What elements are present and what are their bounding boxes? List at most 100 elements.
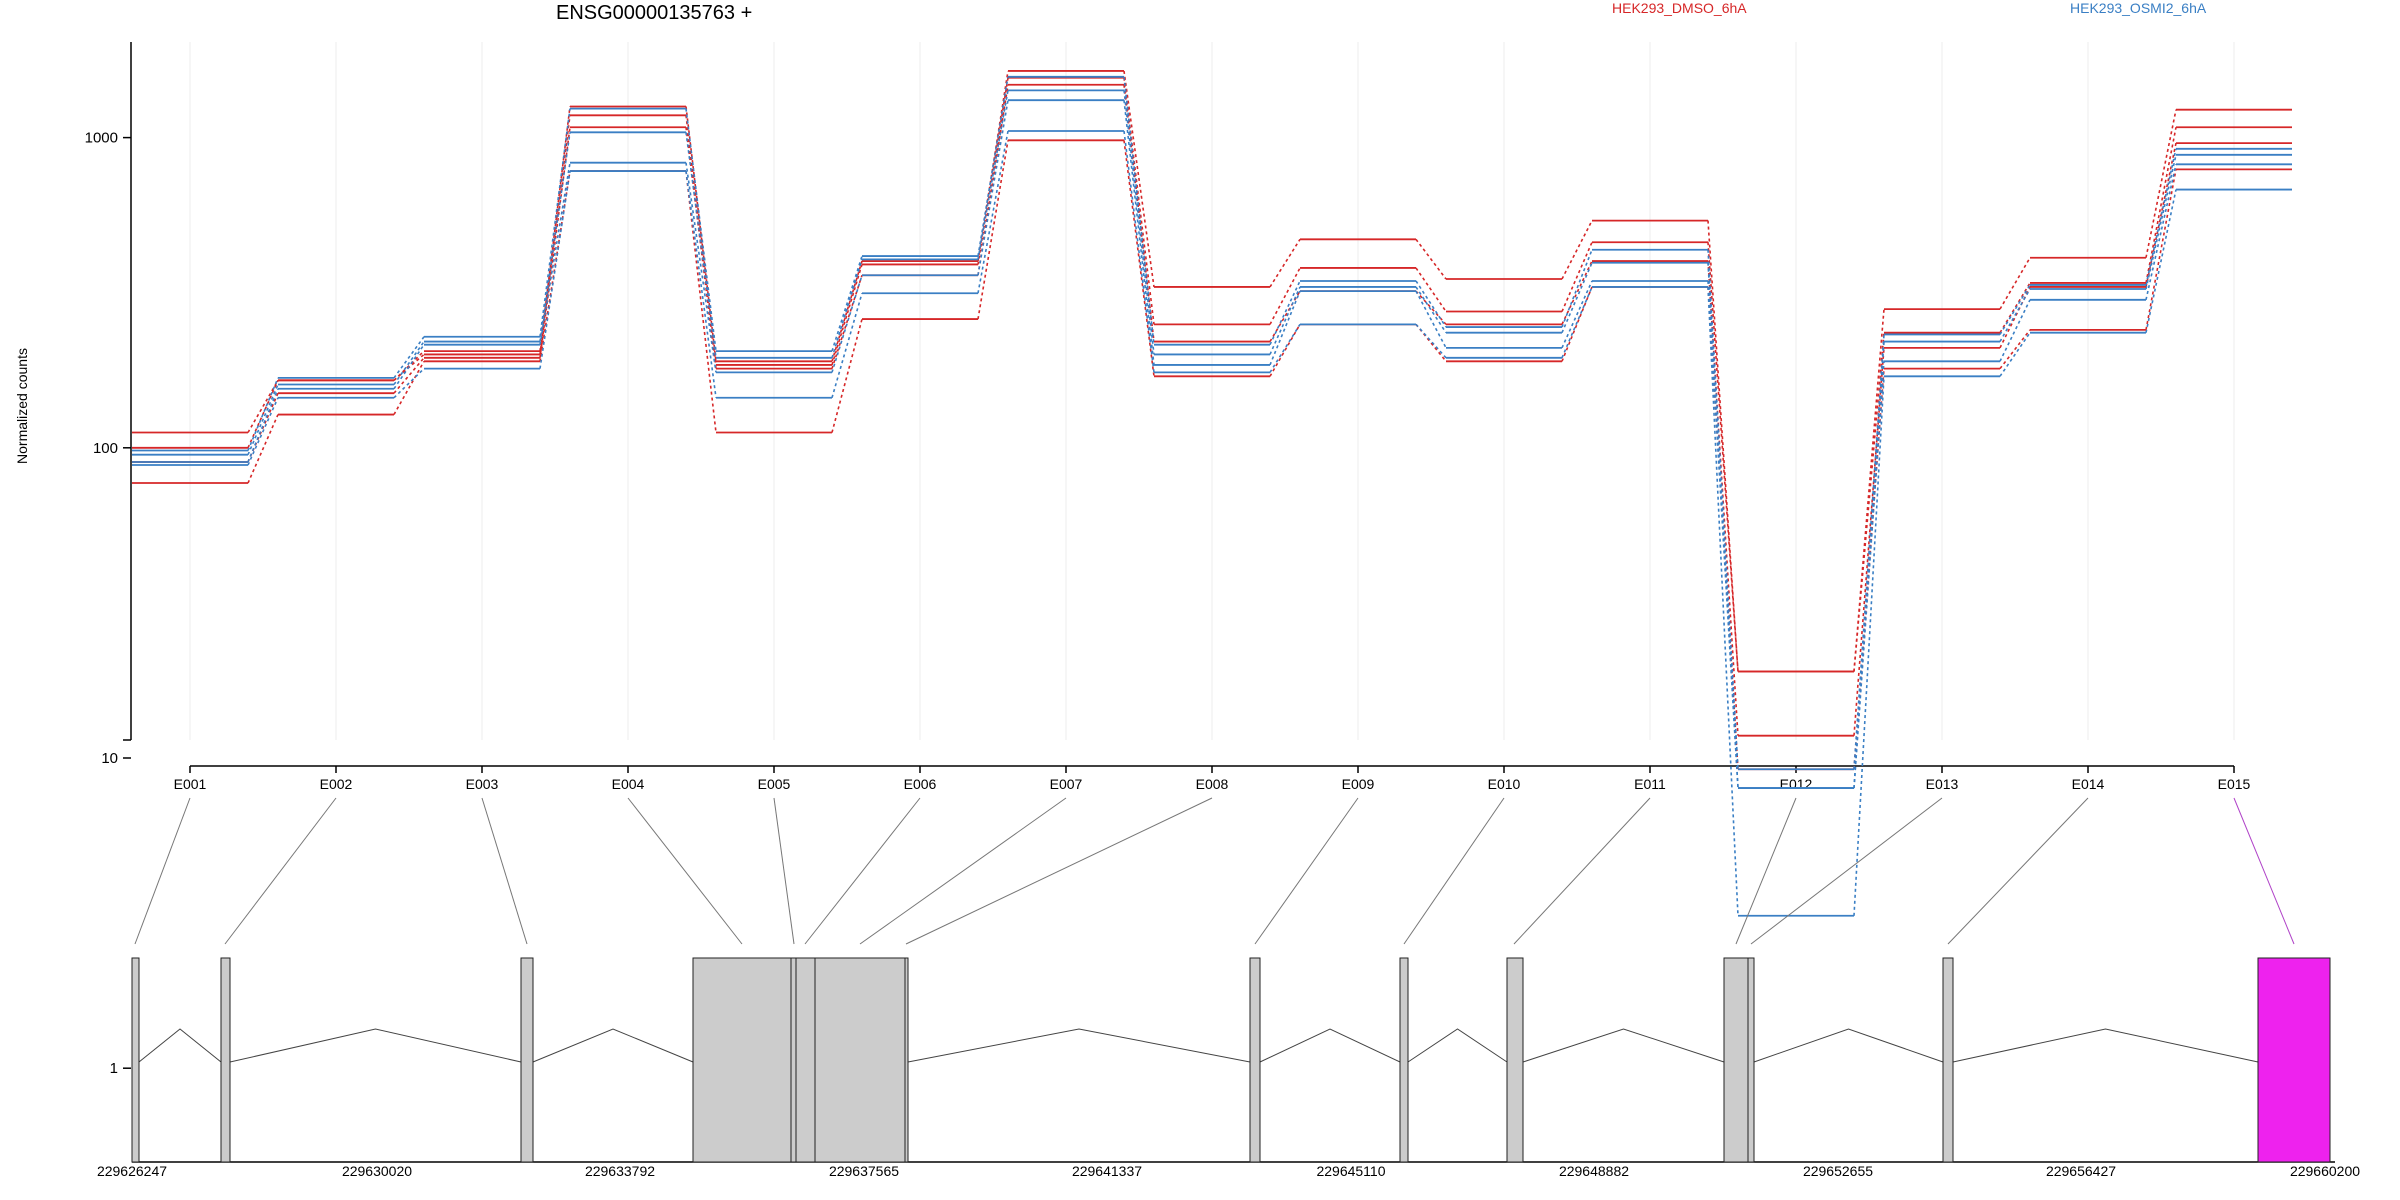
intron-line [532,1028,694,1063]
series-connector [977,140,1009,320]
series-connector [247,397,279,466]
exon-block [1249,957,1261,1163]
series-connector [1707,286,1739,916]
series-connector [2145,154,2177,290]
series-connector [1853,347,1885,736]
series-connector [1561,286,1593,359]
intron-line [1522,1028,1725,1063]
x-tick-label: E006 [904,776,937,792]
series-connector [1561,262,1593,334]
exon-block [220,957,231,1163]
exon-mapping-line [627,797,743,945]
series-lines [132,70,2292,917]
series-connector [1853,334,1885,770]
series-connector [1269,290,1301,366]
series-connector [1415,286,1447,334]
coordinate-label: 229656427 [2046,1163,2116,1179]
series-connector [1707,249,1739,770]
series-connector [1561,286,1593,362]
series-connector [539,127,571,358]
exon-block [814,957,906,1163]
series-connector [1269,323,1301,373]
series-connector [977,84,1009,276]
exon-mapping-line [1403,797,1505,945]
exon-mapping-line [481,797,528,945]
series-connector [247,392,279,463]
legend-item-osmi2: HEK293_OSMI2_6hA [2070,0,2207,16]
series-connector [831,274,863,373]
intron-line [229,1028,522,1063]
series-connector [247,414,279,484]
x-tick-label: E003 [466,776,499,792]
series-connector [1561,241,1593,312]
x-axis: E001 E002 E003 E004 E005 E006 E007 E008 E009 E010… [174,765,2251,792]
series-connector [831,264,863,366]
series-connector [2145,164,2177,300]
exon-block [904,957,909,1163]
series-connector [1561,280,1593,349]
x-tick-label: E011 [1634,776,1666,792]
coordinate-label: 229637565 [829,1163,899,1179]
exon-block [1399,957,1409,1163]
series-connector [1999,282,2031,334]
series-connector [1707,262,1739,789]
coordinate-label: 229645110 [1316,1163,1385,1179]
series-connector [1853,332,1885,672]
series-connector [1999,329,2031,370]
x-tick-label: E012 [1780,776,1813,792]
series-connector [393,341,425,385]
series-connector [1415,323,1447,359]
series-connector [1123,90,1155,355]
series-connector [977,100,1009,276]
exon-mapping-line [1254,797,1359,945]
y-axis: 1 10 100 1000 [85,42,132,1077]
series-connector [393,344,425,390]
coordinate-label: 229633792 [585,1163,655,1179]
series-connector [1269,267,1301,325]
exon-block [1506,957,1524,1163]
y-tick-label: 10 [101,750,118,767]
x-tick-label: E001 [174,776,207,792]
exon-mapping-lines [134,797,2295,945]
intron-line [1753,1028,1944,1063]
series-connector [1999,332,2031,377]
x-tick-label: E004 [612,776,645,792]
coordinate-label: 229641337 [1072,1163,1142,1179]
intron-line [1259,1028,1401,1063]
intron-line [138,1028,222,1063]
legend-item-dmso: HEK293_DMSO_6hA [1612,0,1747,16]
series-connector [685,162,717,373]
y-tick-label: 1000 [85,130,118,147]
series-connector [977,76,1009,257]
exon-block [692,957,793,1163]
series-connector [247,384,279,456]
series-connector [1999,286,2031,349]
series-connector [1269,286,1301,355]
exon-block [1723,957,1749,1163]
series-connector [1707,260,1739,736]
series-connector [1415,290,1447,325]
exon-mapping-line [1735,797,1797,945]
exon-block [1747,957,1755,1163]
exon-mapping-line [1947,797,2089,945]
exon-mapping-line [1750,797,1943,945]
x-tick-label: E007 [1050,776,1083,792]
series-connector [2145,189,2177,333]
series-connector [685,132,717,358]
series-connector [539,132,571,342]
exon-block [2257,957,2331,1163]
series-connector [1123,76,1155,345]
series-connector [977,130,1009,294]
x-tick-label: E002 [320,776,353,792]
exon-mapping-line [905,797,1213,945]
series-connector [831,274,863,369]
series-connector [831,318,863,433]
dashed-connectors [247,70,2177,916]
series-connector [393,368,425,399]
exon-mapping-line [804,797,921,945]
exon-block [520,957,534,1163]
x-tick-label: E008 [1196,776,1229,792]
series-connector [2145,142,2177,288]
series-connector [247,377,279,451]
